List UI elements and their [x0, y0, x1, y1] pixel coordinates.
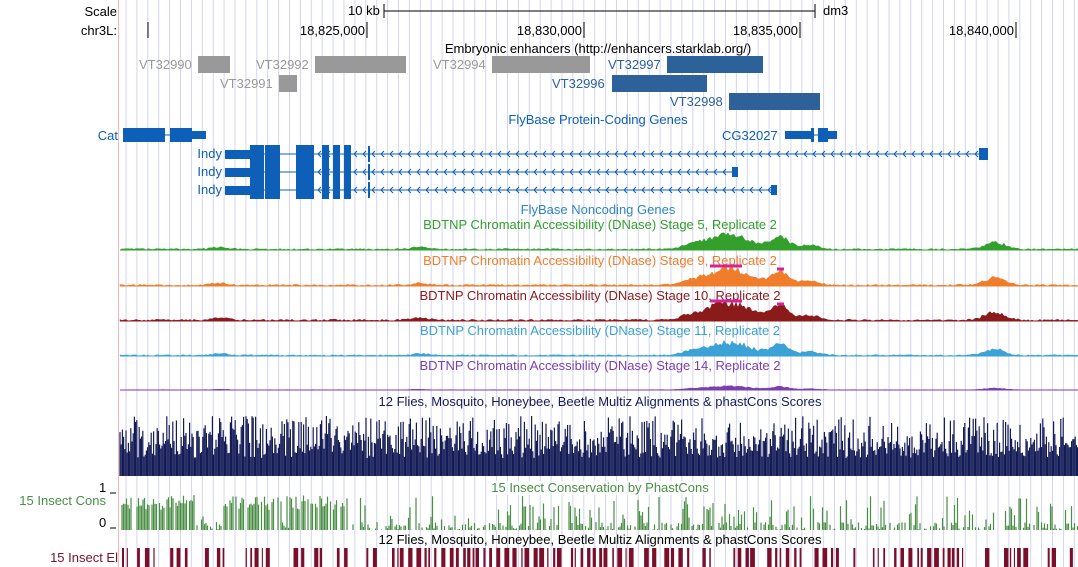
- track-title-dnase[interactable]: BDTNP Chromatin Accessibility (DNase) St…: [419, 323, 781, 338]
- chrom-label: chr3L:: [80, 23, 117, 38]
- track-title-noncoding[interactable]: FlyBase Noncoding Genes: [520, 202, 676, 217]
- enhancer-feature[interactable]: [315, 56, 406, 73]
- track-title-insect-cons[interactable]: 15 Insect Conservation by PhastCons: [489, 480, 711, 495]
- indy-transcript: [225, 181, 777, 199]
- track-title-dnase[interactable]: BDTNP Chromatin Accessibility (DNase) St…: [423, 253, 777, 268]
- enhancer-label[interactable]: VT32996: [552, 76, 605, 91]
- side-label-insect-el[interactable]: 15 Insect El: [50, 550, 118, 565]
- enhancer-label[interactable]: VT32997: [608, 57, 661, 72]
- multiz-bars: [119, 416, 1078, 476]
- indy-transcript: [225, 145, 988, 163]
- track-title-protein-coding[interactable]: FlyBase Protein-Coding Genes: [508, 112, 688, 127]
- enhancer-label[interactable]: VT32994: [433, 57, 486, 72]
- dnase-signal: [119, 299, 1078, 322]
- gene-cat[interactable]: [0, 0, 1078, 200]
- coord-tick-label: 18,835,000: [732, 23, 798, 38]
- dnase-signal: [119, 339, 1078, 357]
- cons-ymax: 1: [99, 480, 107, 495]
- scale-label: Scale: [84, 4, 117, 19]
- track-title-enhancers[interactable]: Embryonic enhancers (http://enhancers.st…: [444, 41, 752, 56]
- gene-label[interactable]: CG32027: [722, 128, 778, 143]
- element-bars: [122, 548, 1073, 567]
- dnase-signal: [119, 385, 1078, 391]
- coord-tick-label: 18,825,000: [299, 23, 365, 38]
- enhancer-feature[interactable]: [492, 56, 590, 73]
- indy-transcript: [225, 163, 738, 181]
- side-label-insect-cons[interactable]: 15 Insect Cons: [19, 493, 106, 508]
- enhancer-label[interactable]: VT32998: [670, 94, 723, 109]
- enhancer-feature[interactable]: [612, 75, 707, 92]
- side-label-divider: [118, 0, 119, 567]
- track-title-dnase[interactable]: BDTNP Chromatin Accessibility (DNase) St…: [423, 217, 777, 232]
- gene-cg32027[interactable]: [0, 0, 1078, 200]
- cons-ymin: 0: [99, 515, 107, 530]
- scale-bar-label: 10 kb: [348, 3, 380, 18]
- enhancer-label[interactable]: VT32992: [256, 57, 309, 72]
- enhancer-feature[interactable]: [279, 75, 297, 92]
- assembly-label: dm3: [823, 3, 849, 18]
- dnase-signal-plots[interactable]: [0, 0, 1078, 400]
- cons-bars: [121, 495, 1078, 530]
- gene-indy-transcripts[interactable]: [0, 0, 1078, 200]
- coord-tick-label: 18,840,000: [948, 23, 1014, 38]
- enhancer-label[interactable]: VT32990: [139, 57, 192, 72]
- track-title-dnase[interactable]: BDTNP Chromatin Accessibility (DNase) St…: [419, 358, 781, 373]
- track-title-multiz[interactable]: 12 Flies, Mosquito, Honeybee, Beetle Mul…: [378, 394, 822, 409]
- gene-label[interactable]: Cat: [97, 128, 118, 143]
- gene-label[interactable]: Indy: [197, 146, 222, 161]
- dnase-signal: [119, 232, 1078, 251]
- enhancer-feature[interactable]: [667, 56, 763, 73]
- gene-label[interactable]: Indy: [197, 182, 222, 197]
- enhancer-feature[interactable]: [729, 93, 820, 110]
- dnase-signal: [119, 264, 1078, 287]
- multiz-conservation-plot[interactable]: [0, 0, 1078, 480]
- enhancer-label[interactable]: VT32991: [220, 76, 273, 91]
- gene-label[interactable]: Indy: [197, 164, 222, 179]
- track-title-dnase[interactable]: BDTNP Chromatin Accessibility (DNase) St…: [419, 288, 781, 303]
- track-title-insect-el[interactable]: 12 Flies, Mosquito, Honeybee, Beetle Mul…: [378, 532, 822, 547]
- scale-bar: [147, 4, 1017, 38]
- coord-tick-label: 18,830,000: [516, 23, 582, 38]
- enhancer-feature[interactable]: [198, 56, 230, 73]
